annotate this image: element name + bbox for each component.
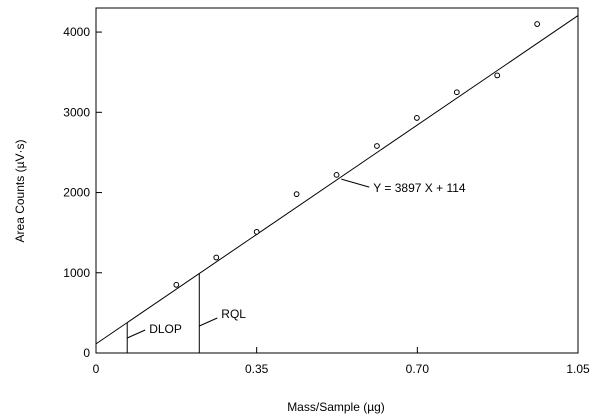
y-tick-label: 3000 bbox=[63, 105, 90, 119]
rql-leader-line bbox=[199, 317, 218, 327]
plot-frame bbox=[95, 7, 579, 354]
fit-equation-label: Y = 3897 X + 114 bbox=[373, 181, 466, 195]
data-point bbox=[374, 143, 380, 149]
data-point bbox=[453, 89, 460, 96]
data-point bbox=[253, 228, 260, 235]
regression-line bbox=[95, 15, 579, 345]
data-point bbox=[213, 254, 220, 261]
data-point bbox=[173, 281, 180, 288]
data-point bbox=[494, 72, 501, 79]
data-point bbox=[413, 115, 420, 121]
dlop-label: DLOP bbox=[149, 322, 182, 336]
x-tick-label: 1.05 bbox=[566, 362, 590, 376]
y-tick-label: 4000 bbox=[63, 25, 90, 39]
y-tick-label: 0 bbox=[83, 346, 90, 360]
x-tick-label: 0 bbox=[93, 362, 100, 376]
rql-label: RQL bbox=[221, 307, 246, 321]
x-tick-label: 0.70 bbox=[406, 362, 430, 376]
data-point bbox=[333, 171, 340, 178]
dlop-leader-line bbox=[127, 329, 146, 339]
x-tick-label: 0.35 bbox=[245, 362, 269, 376]
y-axis-title: Area Counts (µV·s) bbox=[13, 140, 27, 243]
equation-leader-line bbox=[341, 178, 370, 188]
y-tick-label: 2000 bbox=[63, 186, 90, 200]
y-tick-label: 1000 bbox=[63, 266, 90, 280]
plot-area: 0 1000 2000 3000 4000 0 0.35 0.70 1.05 Y = 3897 X… bbox=[63, 7, 590, 376]
x-axis-title: Mass/Sample (µg) bbox=[287, 400, 385, 414]
data-point bbox=[293, 191, 300, 198]
data-point bbox=[534, 21, 541, 27]
